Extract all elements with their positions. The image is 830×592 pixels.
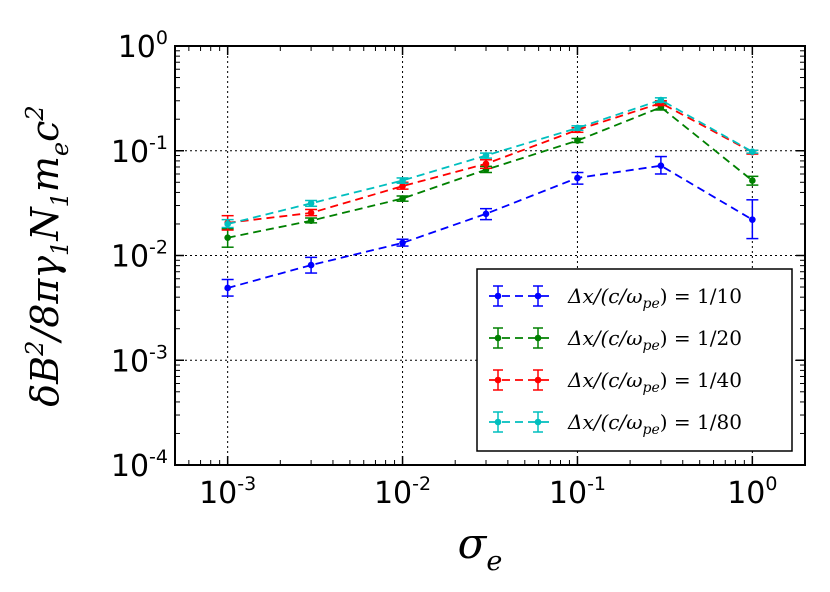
legend-label-part: ) = 1/80 [660, 410, 742, 434]
legend-label-part: Δx/(c/ω [567, 368, 643, 392]
data-point [749, 216, 756, 223]
data-point [307, 261, 315, 269]
legend-entry-4: Δx/(c/ωpe) = 1/80 [489, 410, 742, 438]
legend-label-subscript: pe [643, 338, 660, 354]
legend-label: Δx/(c/ωpe) = 1/10 [567, 284, 742, 312]
y-tick-label-base: 10 [111, 135, 149, 170]
x-tick-label: 10-1 [549, 473, 606, 511]
series-3 [221, 99, 759, 231]
legend-marker [494, 292, 502, 300]
x-tick-label: 10-3 [199, 473, 256, 511]
x-tick-label: 10-2 [374, 473, 431, 511]
x-tick-label-base: 10 [374, 476, 412, 511]
legend-entry-3: Δx/(c/ωpe) = 1/40 [489, 368, 742, 396]
legend-label-part: ) = 1/10 [660, 284, 742, 308]
data-point [657, 96, 665, 104]
data-point [399, 177, 406, 184]
data-point [307, 217, 315, 224]
y-tick-label: 10-1 [111, 132, 168, 170]
data-point [657, 162, 665, 169]
y-tick-label: 10-3 [111, 341, 168, 379]
x-tick-label-base: 10 [549, 476, 587, 511]
data-point [482, 210, 490, 218]
x-tick-label-exponent: 0 [765, 473, 777, 495]
data-point [749, 177, 756, 184]
legend-marker [534, 292, 542, 300]
legend-label-part: Δx/(c/ω [567, 410, 643, 434]
y-axis-title: δB2/8πγ1N1mec2 [21, 105, 74, 406]
legend-entry-1: Δx/(c/ωpe) = 1/10 [489, 284, 742, 312]
data-point [224, 234, 231, 241]
legend-label-part: ) = 1/20 [660, 326, 742, 350]
legend-label-part: Δx/(c/ω [567, 326, 643, 350]
data-point [574, 174, 581, 182]
data-point [224, 284, 231, 292]
x-tick-label-exponent: -2 [412, 473, 431, 495]
y-tick-label: 10-2 [111, 237, 168, 275]
legend-label-subscript: pe [643, 422, 660, 438]
y-tick-label-base: 10 [118, 30, 156, 65]
data-point [399, 239, 406, 247]
legend-marker [494, 334, 502, 342]
y-tick-label-base: 10 [111, 344, 149, 379]
legend-label-part: Δx/(c/ω [567, 284, 643, 308]
data-point [224, 220, 231, 228]
data-point [574, 124, 581, 132]
legend-label-subscript: pe [643, 380, 660, 396]
legend-box [476, 268, 793, 452]
data-point [307, 200, 315, 207]
legend-label-subscript: pe [643, 296, 660, 312]
y-tick-label: 100 [118, 27, 168, 65]
x-tick-label-base: 10 [199, 476, 237, 511]
series-1 [221, 155, 759, 297]
x-tick-label-base: 10 [727, 476, 765, 511]
x-axis-title: σe [458, 519, 503, 577]
axis-ticks [174, 45, 806, 466]
legend-marker [534, 334, 542, 342]
data-point [307, 209, 315, 217]
legend-label-part: ) = 1/40 [660, 368, 742, 392]
legend-marker [534, 418, 542, 426]
series-4 [221, 96, 759, 229]
x-tick-label: 100 [727, 473, 777, 511]
data-point [399, 182, 406, 190]
x-tick-label-exponent: -3 [237, 473, 256, 495]
y-tick-label-exponent: 0 [156, 27, 168, 49]
y-tick-label-exponent: -2 [149, 237, 168, 259]
series-layer [221, 96, 759, 297]
legend-marker [534, 376, 542, 384]
legend-entry-2: Δx/(c/ωpe) = 1/20 [489, 326, 742, 354]
data-point [399, 195, 406, 202]
y-tick-label-base: 10 [111, 449, 149, 484]
legend-label: Δx/(c/ωpe) = 1/40 [567, 368, 742, 396]
legend-label: Δx/(c/ωpe) = 1/80 [567, 410, 742, 438]
y-tick-label-exponent: -3 [149, 341, 168, 363]
data-point [482, 152, 490, 159]
legend-marker [494, 418, 502, 426]
data-point [574, 137, 581, 144]
legend-marker [494, 376, 502, 384]
x-tick-label-exponent: -1 [587, 473, 606, 495]
data-point [482, 160, 490, 168]
y-tick-label: 10-4 [111, 446, 168, 484]
data-point [749, 148, 756, 155]
legend-label: Δx/(c/ωpe) = 1/20 [567, 326, 742, 354]
y-tick-label-base: 10 [111, 240, 149, 275]
y-tick-label-exponent: -4 [149, 446, 168, 468]
y-tick-label-exponent: -1 [149, 132, 168, 154]
